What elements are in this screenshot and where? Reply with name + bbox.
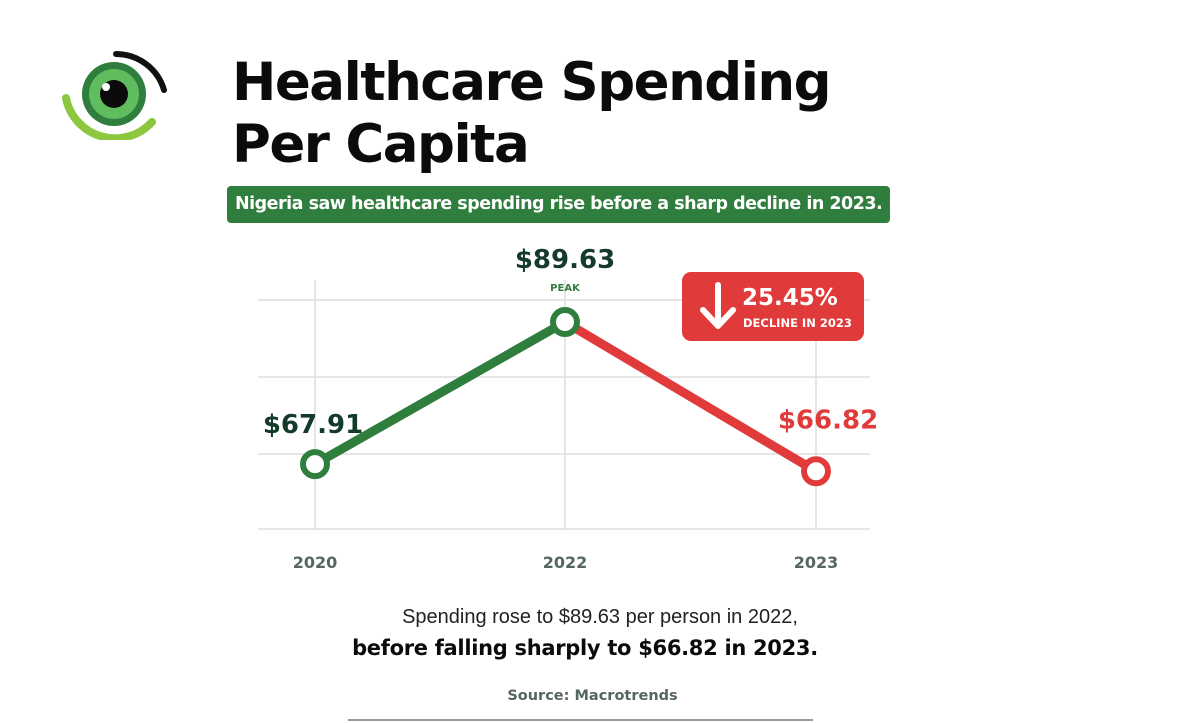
x-tick-2020: 2020 xyxy=(293,553,338,572)
bottom-divider xyxy=(348,719,813,721)
value-label-2023: $66.82 xyxy=(778,405,878,435)
caption-line-2: before falling sharply to $66.82 in 2023… xyxy=(352,636,818,660)
data-point-2023 xyxy=(801,456,831,487)
source-note: Source: Macrotrends xyxy=(507,688,678,704)
title-line-2: Per Capita xyxy=(232,114,530,175)
data-point-2022 xyxy=(550,307,580,338)
rise-segment xyxy=(310,317,570,469)
decline-callout: 25.45% DECLINE IN 2023 xyxy=(682,272,864,341)
decline-callout-box xyxy=(682,272,864,341)
page-title: Healthcare Spending Per Capita xyxy=(232,52,832,176)
decline-segment xyxy=(560,317,821,476)
arrow-down-icon xyxy=(700,282,736,329)
decline-label: DECLINE IN 2023 xyxy=(743,316,852,330)
value-label-2020: $67.91 xyxy=(263,410,363,440)
subtitle-banner: Nigeria saw healthcare spending rise bef… xyxy=(227,186,891,223)
title-line-1: Healthcare Spending xyxy=(232,52,832,113)
x-tick-2023: 2023 xyxy=(794,553,839,572)
peak-label: PEAK xyxy=(550,283,581,294)
data-point-2020 xyxy=(300,449,330,480)
decline-percent: 25.45% xyxy=(742,285,838,311)
eye-logo-icon xyxy=(62,51,167,140)
caption-line-1: Spending rose to $89.63 per person in 20… xyxy=(402,606,798,628)
value-label-2022: $89.63 xyxy=(515,245,615,275)
x-tick-2022: 2022 xyxy=(543,553,588,572)
